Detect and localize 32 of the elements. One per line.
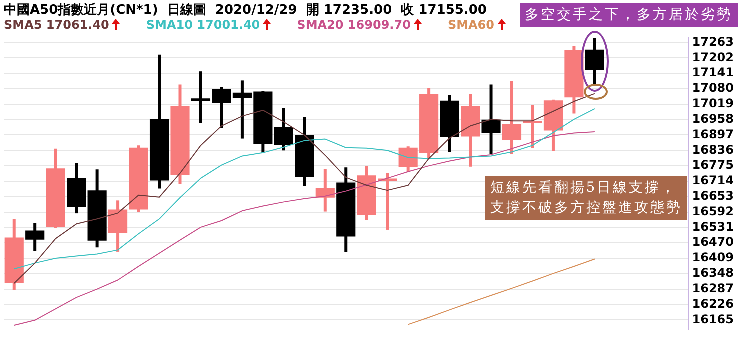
y-tick-label: 16531 bbox=[692, 220, 734, 234]
chart-title: 中國A50指數近月(CN*1) bbox=[4, 3, 158, 18]
candlestick bbox=[26, 223, 45, 252]
y-tick-label: 16348 bbox=[692, 266, 734, 280]
candlestick bbox=[585, 38, 604, 86]
chart-subtitle: 日線圖 2020/12/29 開 17235.00 收 17155.00 bbox=[166, 3, 487, 18]
text: SMA60 bbox=[448, 18, 496, 32]
y-tick-label: 16470 bbox=[692, 235, 734, 250]
y-tick-label: 16897 bbox=[692, 127, 734, 142]
y-tick-label: 16958 bbox=[692, 112, 734, 126]
y-tick-label: 17080 bbox=[692, 81, 734, 96]
y-tick-label: 16592 bbox=[692, 204, 734, 218]
text: SMA5 17061.40 bbox=[4, 18, 110, 32]
y-tick-label: 16226 bbox=[692, 296, 734, 311]
text: SMA20 16909.70 bbox=[297, 18, 412, 32]
y-tick-label: 16775 bbox=[692, 158, 734, 172]
y-tick-label: 16409 bbox=[692, 250, 734, 265]
annotation: 短線先看翻揚5日線支撐，支撐不破多方控盤進攻態勢 bbox=[485, 176, 688, 220]
y-tick-label: 16836 bbox=[692, 142, 734, 157]
y-tick-label: 16714 bbox=[692, 174, 734, 188]
text: SMA10 17001.40 bbox=[146, 18, 262, 32]
y-tick-label: 17141 bbox=[692, 66, 734, 80]
y-tick-label: 16165 bbox=[692, 312, 734, 326]
candlestick bbox=[482, 84, 501, 154]
y-tick-label: 17202 bbox=[692, 50, 734, 64]
y-tick-label: 16653 bbox=[692, 189, 734, 204]
y-tick-label: 16287 bbox=[692, 281, 734, 296]
candlestick bbox=[108, 200, 128, 252]
y-tick-label: 17019 bbox=[692, 96, 734, 111]
candlestick bbox=[502, 81, 522, 154]
text: 多空交手之下，多方居於劣勢 bbox=[520, 3, 738, 27]
y-tick-label: 17263 bbox=[692, 34, 734, 49]
